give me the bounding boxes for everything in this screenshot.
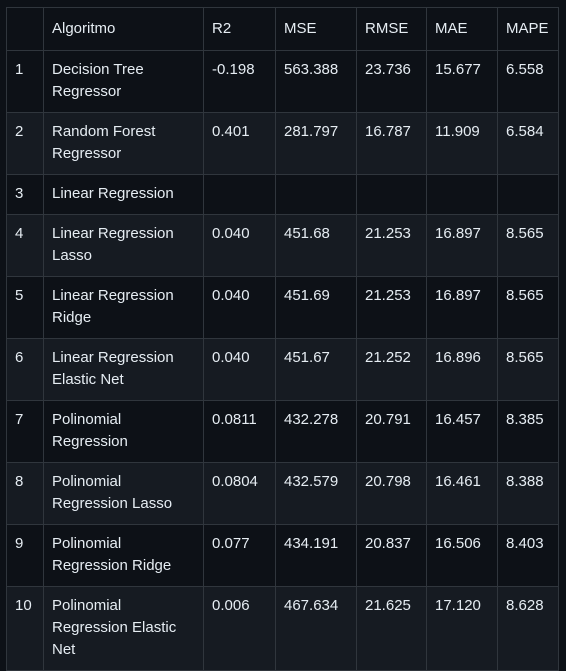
- cell-r2: -0.198: [203, 50, 276, 113]
- cell-index: 10: [6, 586, 44, 671]
- cell-r2: [203, 174, 276, 215]
- cell-algoritmo: Linear Regression Ridge: [43, 276, 204, 339]
- cell-mse: 434.191: [275, 524, 357, 587]
- header-mape: MAPE: [497, 7, 559, 51]
- cell-index: 1: [6, 50, 44, 113]
- cell-algoritmo: Random Forest Regressor: [43, 112, 204, 175]
- cell-index: 7: [6, 400, 44, 463]
- table-row: 5 Linear Regression Ridge 0.040 451.69 2…: [6, 276, 559, 339]
- cell-mape: 8.388: [497, 462, 559, 525]
- table-row: 7 Polinomial Regression 0.0811 432.278 2…: [6, 400, 559, 463]
- cell-algoritmo: Polinomial Regression Lasso: [43, 462, 204, 525]
- header-mae: MAE: [426, 7, 498, 51]
- cell-mape: 6.558: [497, 50, 559, 113]
- cell-rmse: 23.736: [356, 50, 427, 113]
- cell-mae: [426, 174, 498, 215]
- header-mse: MSE: [275, 7, 357, 51]
- table-row: 1 Decision Tree Regressor -0.198 563.388…: [6, 50, 559, 113]
- cell-mse: 451.69: [275, 276, 357, 339]
- cell-mae: 16.461: [426, 462, 498, 525]
- cell-rmse: [356, 174, 427, 215]
- cell-mse: 563.388: [275, 50, 357, 113]
- cell-algoritmo: Linear Regression Lasso: [43, 214, 204, 277]
- cell-rmse: 20.837: [356, 524, 427, 587]
- cell-mse: 432.278: [275, 400, 357, 463]
- results-table: Algoritmo R2 MSE RMSE MAE MAPE 1 Decisio…: [6, 7, 559, 671]
- table-row: 8 Polinomial Regression Lasso 0.0804 432…: [6, 462, 559, 525]
- cell-mape: [497, 174, 559, 215]
- cell-mae: 16.896: [426, 338, 498, 401]
- cell-index: 6: [6, 338, 44, 401]
- header-rmse: RMSE: [356, 7, 427, 51]
- cell-mae: 16.897: [426, 214, 498, 277]
- cell-rmse: 21.252: [356, 338, 427, 401]
- table-row: 2 Random Forest Regressor 0.401 281.797 …: [6, 112, 559, 175]
- cell-mape: 8.403: [497, 524, 559, 587]
- cell-mape: 8.565: [497, 276, 559, 339]
- cell-rmse: 20.798: [356, 462, 427, 525]
- cell-algoritmo: Decision Tree Regressor: [43, 50, 204, 113]
- cell-mape: 8.565: [497, 338, 559, 401]
- cell-rmse: 21.253: [356, 214, 427, 277]
- cell-mse: 432.579: [275, 462, 357, 525]
- table-row: 9 Polinomial Regression Ridge 0.077 434.…: [6, 524, 559, 587]
- cell-mae: 16.897: [426, 276, 498, 339]
- cell-mse: 467.634: [275, 586, 357, 671]
- cell-index: 2: [6, 112, 44, 175]
- cell-algoritmo: Linear Regression Elastic Net: [43, 338, 204, 401]
- cell-mape: 8.565: [497, 214, 559, 277]
- cell-r2: 0.401: [203, 112, 276, 175]
- header-r2: R2: [203, 7, 276, 51]
- table-header-row: Algoritmo R2 MSE RMSE MAE MAPE: [6, 7, 559, 51]
- cell-rmse: 21.625: [356, 586, 427, 671]
- cell-mae: 11.909: [426, 112, 498, 175]
- cell-r2: 0.077: [203, 524, 276, 587]
- cell-algoritmo: Polinomial Regression Ridge: [43, 524, 204, 587]
- cell-mse: 451.67: [275, 338, 357, 401]
- cell-algoritmo: Linear Regression: [43, 174, 204, 215]
- cell-r2: 0.006: [203, 586, 276, 671]
- cell-mse: 281.797: [275, 112, 357, 175]
- cell-index: 4: [6, 214, 44, 277]
- cell-algoritmo: Polinomial Regression: [43, 400, 204, 463]
- results-table-container: Algoritmo R2 MSE RMSE MAE MAPE 1 Decisio…: [6, 7, 559, 671]
- table-row: 10 Polinomial Regression Elastic Net 0.0…: [6, 586, 559, 671]
- cell-rmse: 20.791: [356, 400, 427, 463]
- cell-algoritmo: Polinomial Regression Elastic Net: [43, 586, 204, 671]
- cell-index: 5: [6, 276, 44, 339]
- cell-r2: 0.0804: [203, 462, 276, 525]
- table-row: 4 Linear Regression Lasso 0.040 451.68 2…: [6, 214, 559, 277]
- cell-index: 9: [6, 524, 44, 587]
- cell-mae: 16.457: [426, 400, 498, 463]
- header-index: [6, 7, 44, 51]
- cell-mse: [275, 174, 357, 215]
- cell-rmse: 16.787: [356, 112, 427, 175]
- cell-rmse: 21.253: [356, 276, 427, 339]
- cell-r2: 0.040: [203, 276, 276, 339]
- cell-mae: 17.120: [426, 586, 498, 671]
- cell-r2: 0.040: [203, 338, 276, 401]
- header-algoritmo: Algoritmo: [43, 7, 204, 51]
- cell-r2: 0.040: [203, 214, 276, 277]
- table-row: 3 Linear Regression: [6, 174, 559, 215]
- cell-mae: 15.677: [426, 50, 498, 113]
- cell-index: 3: [6, 174, 44, 215]
- cell-mape: 6.584: [497, 112, 559, 175]
- table-row: 6 Linear Regression Elastic Net 0.040 45…: [6, 338, 559, 401]
- cell-mse: 451.68: [275, 214, 357, 277]
- cell-r2: 0.0811: [203, 400, 276, 463]
- cell-index: 8: [6, 462, 44, 525]
- cell-mae: 16.506: [426, 524, 498, 587]
- cell-mape: 8.385: [497, 400, 559, 463]
- cell-mape: 8.628: [497, 586, 559, 671]
